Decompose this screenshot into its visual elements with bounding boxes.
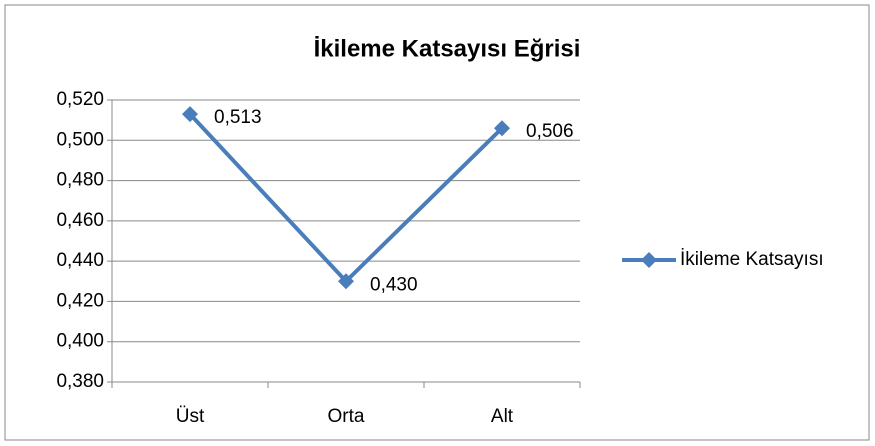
- point-marker: [494, 120, 510, 137]
- y-tick-label: 0,500: [56, 129, 104, 150]
- chart-title: İkileme Katsayısı Eğrisi: [314, 35, 581, 62]
- chart-border: [4, 4, 870, 441]
- x-tick-label: Alt: [491, 406, 514, 427]
- y-tick-label: 0,480: [56, 170, 104, 191]
- legend-label: İkileme Katsayısı: [680, 249, 824, 270]
- y-tick-label: 0,460: [56, 210, 104, 231]
- y-tick-label: 0,520: [56, 89, 104, 110]
- data-label: 0,506: [526, 121, 574, 142]
- legend-marker: [641, 252, 657, 268]
- y-tick-label: 0,420: [56, 290, 104, 311]
- y-tick-label: 0,440: [56, 250, 104, 271]
- data-label: 0,513: [214, 107, 262, 128]
- y-tick-label: 0,400: [56, 331, 104, 352]
- x-tick-label: Orta: [328, 406, 365, 427]
- data-label: 0,430: [370, 274, 418, 295]
- x-tick-label: Üst: [176, 406, 205, 427]
- point-marker: [182, 106, 198, 123]
- point-marker: [338, 273, 354, 290]
- y-tick-label: 0,380: [56, 371, 104, 392]
